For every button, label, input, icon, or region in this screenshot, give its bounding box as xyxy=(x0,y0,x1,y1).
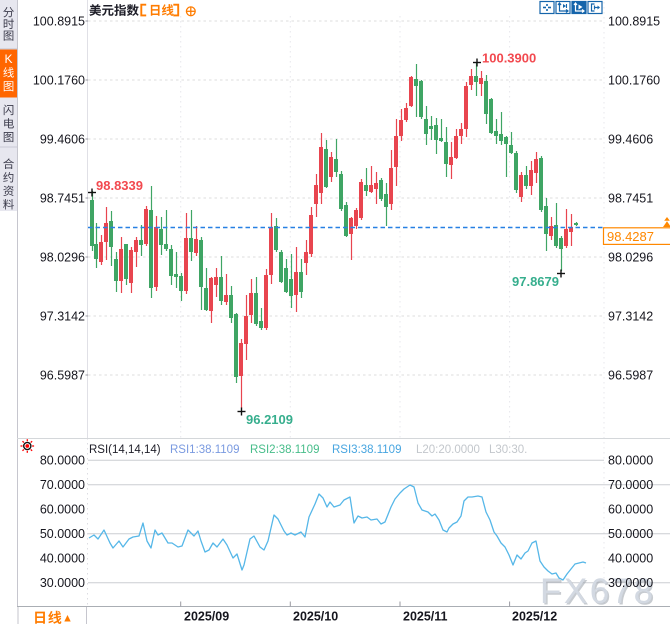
svg-text:RSI2:38.1109: RSI2:38.1109 xyxy=(250,444,319,456)
svg-text:70.0000: 70.0000 xyxy=(40,478,85,492)
svg-text:60.0000: 60.0000 xyxy=(40,503,85,517)
svg-text:2025/10: 2025/10 xyxy=(293,610,338,624)
svg-text:L20:20.0000: L20:20.0000 xyxy=(416,444,480,456)
svg-text:97.8679: 97.8679 xyxy=(512,274,559,289)
svg-text:98.4287: 98.4287 xyxy=(607,229,654,244)
svg-text:RSI3:38.1109: RSI3:38.1109 xyxy=(332,444,401,456)
svg-text:99.4606: 99.4606 xyxy=(40,133,85,147)
svg-text:100.8915: 100.8915 xyxy=(33,15,85,29)
svg-text:98.7451: 98.7451 xyxy=(608,192,653,206)
svg-text:60.0000: 60.0000 xyxy=(608,503,653,517)
svg-text:97.3142: 97.3142 xyxy=(608,310,653,324)
svg-text:40.0000: 40.0000 xyxy=(608,552,653,566)
svg-text:RSI1:38.1109: RSI1:38.1109 xyxy=(170,444,239,456)
svg-text:RSI(14,14,14): RSI(14,14,14) xyxy=(89,444,161,456)
svg-text:L30:30.: L30:30. xyxy=(489,444,527,456)
svg-text:80.0000: 80.0000 xyxy=(608,454,653,468)
svg-text:96.2109: 96.2109 xyxy=(246,412,293,427)
svg-text:98.8339: 98.8339 xyxy=(96,178,143,193)
svg-text:K: K xyxy=(4,52,12,66)
svg-text:100.1760: 100.1760 xyxy=(33,74,85,88)
svg-text:98.0296: 98.0296 xyxy=(608,251,653,265)
svg-text:97.3142: 97.3142 xyxy=(40,310,85,324)
svg-text:96.5987: 96.5987 xyxy=(40,369,85,383)
svg-text:2025/11: 2025/11 xyxy=(403,610,448,624)
svg-text:100.1760: 100.1760 xyxy=(608,74,660,88)
svg-text:80.0000: 80.0000 xyxy=(40,454,85,468)
svg-text:2025/12: 2025/12 xyxy=(512,610,557,624)
svg-text:98.0296: 98.0296 xyxy=(40,251,85,265)
svg-text:30.0000: 30.0000 xyxy=(40,576,85,590)
svg-text:30.0000: 30.0000 xyxy=(608,576,653,590)
svg-text:40.0000: 40.0000 xyxy=(40,552,85,566)
svg-text:2025/09: 2025/09 xyxy=(184,610,229,624)
svg-text:96.5987: 96.5987 xyxy=(608,369,653,383)
svg-text:100.8915: 100.8915 xyxy=(608,15,660,29)
svg-text:99.4606: 99.4606 xyxy=(608,133,653,147)
svg-text:50.0000: 50.0000 xyxy=(608,527,653,541)
svg-text:98.7451: 98.7451 xyxy=(40,192,85,206)
svg-text:70.0000: 70.0000 xyxy=(608,478,653,492)
svg-text:100.3900: 100.3900 xyxy=(482,51,536,66)
svg-text:50.0000: 50.0000 xyxy=(40,527,85,541)
